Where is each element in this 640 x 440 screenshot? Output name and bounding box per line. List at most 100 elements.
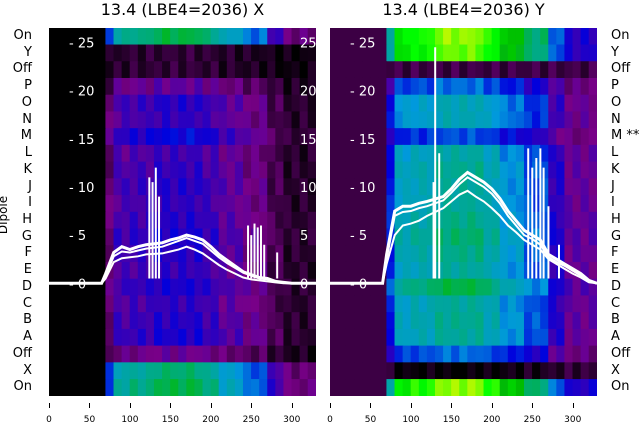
heatmap-cell: [532, 345, 541, 363]
heatmap-cell: [218, 228, 228, 246]
heatmap-cell: [234, 278, 244, 297]
x-tick: [330, 403, 331, 408]
heatmap-cell: [394, 128, 404, 146]
x-tick-label: 250: [523, 415, 541, 425]
heatmap-cell: [251, 295, 260, 313]
heatmap-cell: [283, 261, 293, 280]
row-label: H: [611, 212, 621, 227]
heatmap-cell: [330, 312, 339, 330]
heatmap-cell: [451, 161, 460, 179]
heatmap-cell: [283, 128, 293, 146]
heatmap-cell: [105, 128, 115, 146]
heatmap-cell: [218, 61, 228, 79]
heatmap-cell: [259, 345, 268, 363]
row-label: H: [22, 212, 32, 227]
heatmap-cell: [218, 328, 228, 347]
heatmap-cell: [210, 379, 220, 396]
heatmap-cell: [483, 245, 493, 263]
heatmap-cell: [170, 345, 179, 363]
heatmap-cell: [426, 345, 436, 363]
heatmap-cell: [275, 61, 285, 79]
heatmap-row: [330, 278, 597, 297]
heatmap-cell: [499, 161, 509, 179]
heatmap-cell: [218, 211, 228, 230]
heatmap-cell: [49, 379, 58, 396]
heatmap-cell: [483, 261, 493, 280]
heatmap-cell: [226, 111, 236, 129]
heatmap-cell: [483, 28, 493, 46]
heatmap-cell: [386, 245, 396, 263]
heatmap-cell: [402, 379, 412, 396]
heatmap-cell: [330, 261, 339, 280]
heatmap-cell: [451, 345, 460, 363]
heatmap-cell: [548, 312, 557, 330]
y-tick-label: - 15: [69, 133, 94, 148]
heatmap-cell: [121, 128, 131, 146]
heatmap-cell: [345, 111, 355, 129]
heatmap-cell: [64, 295, 74, 313]
heatmap-cell: [97, 211, 107, 230]
heatmap-cell: [548, 328, 557, 347]
heatmap-cell: [64, 328, 74, 347]
heatmap-cell: [434, 28, 444, 46]
heatmap-cell: [307, 144, 316, 163]
heatmap-cell: [345, 228, 355, 246]
heatmap-cell: [434, 328, 444, 347]
heatmap-cell: [337, 278, 347, 297]
heatmap-cell: [121, 28, 131, 46]
heatmap-cell: [64, 28, 74, 46]
heatmap-cell: [129, 261, 139, 280]
heatmap-cell: [218, 128, 228, 146]
heatmap-cell: [97, 61, 107, 79]
heatmap-cell: [540, 77, 549, 96]
heatmap-cell: [564, 94, 574, 113]
heatmap-cell: [491, 178, 501, 196]
heatmap-cell: [234, 312, 244, 330]
heatmap-cell: [418, 312, 428, 330]
heatmap-cell: [251, 345, 260, 363]
heatmap-cell: [394, 295, 404, 313]
heatmap-cell: [507, 161, 517, 179]
heatmap-cell: [354, 211, 363, 230]
heatmap-cell: [580, 261, 590, 280]
heatmap-cell: [210, 77, 220, 96]
heatmap-cell: [345, 195, 355, 213]
heatmap-cell: [242, 77, 252, 96]
heatmap-cell: [491, 77, 501, 96]
heatmap-cell: [81, 312, 90, 330]
heatmap-cell: [345, 178, 355, 196]
heatmap-cell: [283, 245, 293, 263]
heatmap-cell: [202, 195, 212, 213]
heatmap-cell: [532, 278, 541, 297]
heatmap-cell: [49, 312, 58, 330]
heatmap-cell: [259, 379, 268, 396]
heatmap-cell: [218, 261, 228, 280]
y-tick-label: - 25: [69, 36, 94, 51]
heatmap-cell: [234, 94, 244, 113]
heatmap-cell: [218, 379, 228, 396]
heatmap-cell: [434, 278, 444, 297]
heatmap-cell: [483, 211, 493, 230]
heatmap-cell: [459, 245, 468, 263]
heatmap-cell: [434, 345, 444, 363]
heatmap-cell: [226, 44, 236, 62]
heatmap-cell: [330, 295, 339, 313]
heatmap-cell: [410, 77, 420, 96]
x-tick: [251, 403, 253, 408]
heatmap-row: [49, 312, 316, 330]
heatmap-cell: [402, 245, 412, 263]
row-label: On: [611, 28, 630, 43]
heatmap-cell: [443, 312, 452, 330]
heatmap-cell: [105, 178, 115, 196]
heatmap-cell: [394, 278, 404, 297]
heatmap-cell: [337, 161, 347, 179]
x-tick-label: 50: [364, 415, 377, 425]
heatmap-cell: [210, 144, 220, 163]
heatmap-cell: [89, 44, 98, 62]
heatmap-cell: [580, 345, 590, 363]
heatmap-cell: [402, 195, 412, 213]
heatmap-cell: [588, 245, 597, 263]
heatmap-cell: [394, 261, 404, 280]
heatmap-cell: [483, 111, 493, 129]
heatmap-cell: [186, 312, 196, 330]
